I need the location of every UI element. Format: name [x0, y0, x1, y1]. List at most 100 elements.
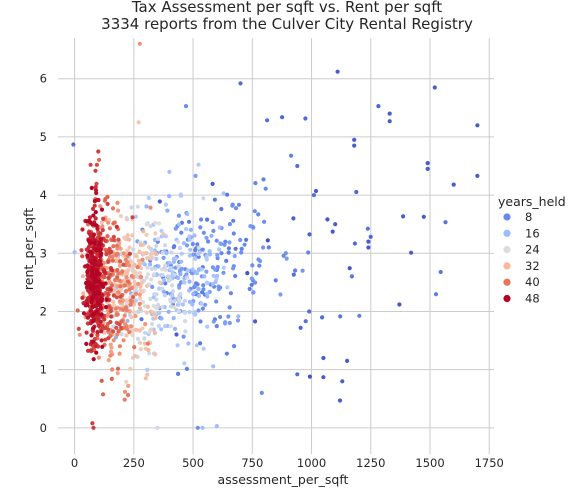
y-axis-label: rent_per_sqft — [21, 208, 36, 290]
scatter-point — [247, 286, 252, 292]
scatter-point — [222, 242, 227, 247]
scatter-point — [376, 104, 381, 109]
scatter-point — [103, 337, 108, 342]
scatter-point — [193, 248, 198, 253]
scatter-point — [145, 341, 150, 346]
scatter-point — [205, 217, 210, 222]
chart-subtitle: 3334 reports from the Culver City Rental… — [101, 15, 473, 33]
scatter-point — [172, 272, 177, 278]
scatter-point — [349, 274, 354, 279]
legend-marker — [503, 229, 511, 237]
scatter-point — [152, 331, 158, 336]
scatter-point — [85, 269, 90, 275]
scatter-point — [140, 257, 145, 262]
scatter-point — [111, 338, 116, 343]
scatter-point — [98, 204, 103, 209]
scatter-point — [320, 315, 325, 320]
scatter-point — [92, 203, 97, 208]
scatter-point — [124, 379, 129, 384]
scatter-point — [91, 232, 97, 237]
scatter-point — [148, 309, 153, 314]
scatter-point — [128, 366, 133, 371]
scatter-point — [131, 310, 136, 315]
scatter-point — [137, 41, 142, 46]
scatter-point — [227, 305, 232, 310]
scatter-point — [133, 214, 138, 219]
scatter-point — [146, 245, 152, 250]
scatter-point — [122, 397, 127, 402]
scatter-point — [214, 424, 219, 429]
scatter-point — [96, 149, 101, 154]
scatter-point — [200, 425, 205, 430]
scatter-point — [191, 311, 197, 316]
scatter-point — [153, 352, 158, 357]
scatter-point — [88, 162, 93, 167]
scatter-point — [245, 271, 250, 276]
scatter-point — [115, 251, 120, 256]
scatter-point — [129, 205, 134, 210]
scatter-point — [133, 313, 138, 319]
scatter-point — [99, 207, 105, 212]
scatter-point — [131, 295, 136, 300]
scatter-point — [115, 366, 121, 371]
scatter-point — [218, 314, 223, 320]
scatter-point — [103, 305, 109, 310]
scatter-point — [185, 268, 190, 273]
scatter-point — [193, 173, 198, 178]
scatter-point — [177, 297, 182, 302]
scatter-point — [145, 372, 150, 377]
scatter-point — [188, 300, 193, 305]
scatter-point — [145, 256, 150, 261]
scatter-point — [196, 245, 201, 250]
scatter-point — [138, 296, 143, 301]
tick-layer: 0 250 500 750 1000 1250 1500 1750 0 1 2 3 4 5 6 — [40, 72, 504, 470]
scatter-point — [199, 301, 204, 306]
scatter-point — [115, 332, 120, 337]
scatter-point — [122, 389, 128, 394]
scatter-point — [202, 274, 207, 279]
scatter-point — [340, 379, 345, 384]
scatter-point — [110, 258, 115, 263]
scatter-point — [213, 267, 218, 272]
scatter-point — [135, 204, 140, 209]
scatter-point — [110, 329, 116, 334]
scatter-point — [249, 276, 254, 281]
scatter-point — [84, 341, 89, 346]
scatter-point — [258, 258, 263, 264]
scatter-point — [191, 252, 196, 257]
scatter-point — [253, 280, 258, 285]
scatter-point — [95, 226, 100, 231]
scatter-point — [94, 162, 99, 167]
scatter-point — [333, 222, 338, 227]
scatter-point — [99, 251, 104, 256]
scatter-point — [159, 327, 164, 332]
scatter-point — [127, 287, 132, 292]
scatter-point — [144, 232, 149, 237]
scatter-point — [117, 278, 122, 283]
scatter-point — [85, 315, 90, 320]
scatter-point — [89, 297, 95, 303]
scatter-point — [451, 182, 456, 187]
scatter-point — [345, 358, 350, 363]
scatter-point — [125, 393, 131, 398]
scatter-point — [187, 253, 192, 258]
y-tick-label: 4 — [40, 188, 47, 202]
scatter-point — [121, 307, 126, 312]
scatter-point — [204, 280, 209, 285]
scatter-point — [198, 341, 203, 346]
scatter-point — [76, 326, 81, 331]
scatter-point — [195, 242, 200, 247]
scatter-point — [156, 236, 161, 241]
scatter-point — [85, 253, 90, 258]
scatter-point — [108, 309, 113, 314]
x-tick-label: 500 — [182, 456, 204, 470]
scatter-point — [71, 142, 76, 147]
scatter-point — [99, 312, 104, 317]
scatter-point — [177, 285, 182, 290]
scatter-point — [99, 220, 104, 225]
scatter-point — [75, 308, 80, 313]
scatter-point — [273, 278, 278, 283]
scatter-point — [118, 214, 124, 219]
scatter-point — [209, 233, 214, 238]
scatter-point — [181, 241, 186, 246]
